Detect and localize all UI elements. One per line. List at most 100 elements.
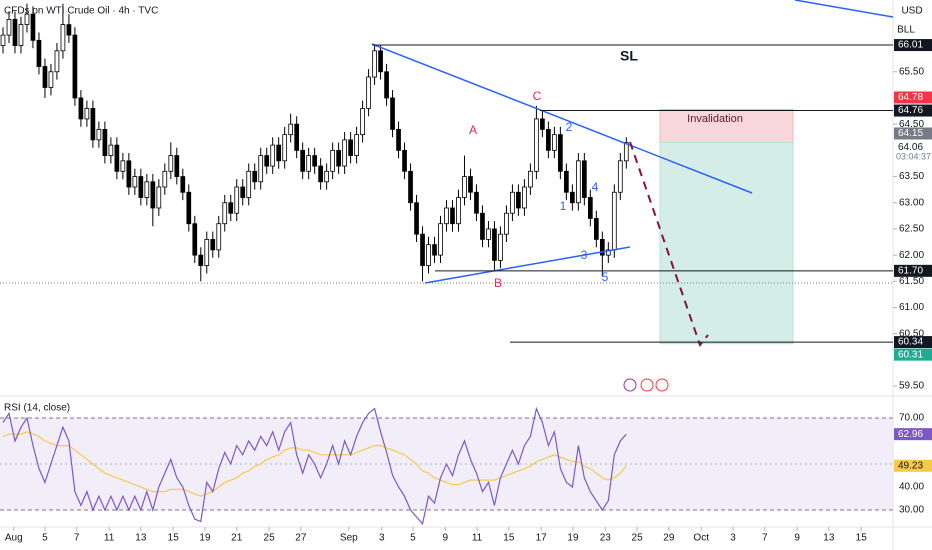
wave-2: 2 [566,120,573,134]
unit: BLL [897,25,915,36]
candle-body [486,228,491,240]
projection-path [629,141,709,348]
zones [659,108,794,345]
candle-body [120,160,126,172]
candle-body [150,181,156,209]
candle-body [12,18,18,46]
x-tick-label: 19 [199,533,211,544]
icon[interactable] [640,378,654,392]
candle-body [522,186,527,209]
rsi-tick-label: 30.00 [899,505,924,516]
currency: USD [901,6,922,17]
candle-body [72,34,78,99]
rsi-ma-label-box [894,459,932,472]
candle-body [48,71,54,88]
price-label-box [894,127,932,140]
candle-body [623,142,629,162]
x-tick-label: 13 [823,533,835,544]
y-tick-label: 65.50 [899,66,924,77]
candle-body [282,134,288,162]
x-tick-label: 7 [762,533,768,544]
candle-body [360,108,365,136]
y-tick-label: 62.50 [899,224,924,235]
candle-body [420,233,425,267]
candle-body [168,155,174,172]
candle-body [366,76,371,109]
candle-body [605,249,611,256]
candle-body [222,202,228,225]
candle-body [516,191,521,209]
candle-body [198,254,204,267]
candle-body [144,181,150,198]
candle-body [498,233,503,261]
candle-body [450,207,455,225]
x-tick-label: Oct [693,533,709,544]
candle-body [60,24,66,52]
candle-body [270,144,276,167]
candle-body [96,128,102,141]
y-tick-label: 61.00 [899,302,924,313]
wave-5: 5 [602,270,609,284]
event-icons [623,378,669,392]
candle-body [126,160,132,188]
price-label: 61.70 [898,265,923,276]
x-tick-label: 5 [42,533,48,544]
rsi-ma-label: 49.23 [898,460,923,471]
x-tick-label: 13 [135,533,147,544]
candle-body [30,13,36,41]
rsi-line-label: 62.96 [898,429,923,440]
candle-body [558,134,563,172]
price-label: 64.15 [898,128,923,139]
wave-3: 3 [581,248,588,262]
candle-body [378,50,383,73]
wave-1: 1 [560,199,567,213]
x-tick-label: 27 [295,533,307,544]
candle-body [210,239,216,251]
candle-body [318,165,323,183]
wave-a: A [469,123,477,137]
candle-body [228,202,234,214]
candle-body [216,223,222,251]
candle-body [18,24,24,46]
candle-body [587,197,593,219]
candle-body [396,128,401,151]
candle-body [581,160,587,198]
candle-body [372,50,377,78]
x-tick-label: 25 [264,533,276,544]
candle-body [552,134,557,151]
candle-body [24,13,30,26]
candle-body [617,160,623,193]
candle-body [276,144,282,162]
x-tick-label: 9 [443,533,449,544]
candle-body [402,149,407,172]
icon[interactable] [655,378,669,392]
price-label: 64.78 [898,92,923,103]
x-tick-label: 9 [794,533,800,544]
trendline-top [794,0,894,18]
candle-body [288,123,294,136]
rsi-tick-label: 40.00 [899,482,924,493]
candle-body [84,108,90,120]
candle-body [336,149,341,167]
candle-body [504,212,509,235]
candle-body [576,160,581,204]
candle-body [300,149,306,172]
price-label-box [894,264,932,277]
x-tick-label: 23 [600,533,612,544]
candle-body [174,155,180,177]
candle-body [330,149,335,172]
candle-body [180,176,186,193]
candle-body [0,34,6,46]
candle-body [599,239,605,256]
candle-body [444,207,449,225]
candle-body [252,170,258,183]
x-tick-label: 15 [503,533,515,544]
candle-body [546,128,551,151]
rsi-ma [2,431,627,497]
invalidation-label: Invalidation [687,113,743,125]
candle-body [426,244,431,267]
icon[interactable] [623,378,637,392]
candle-body [390,97,395,130]
x-tick-label: 15 [168,533,180,544]
x-tick-label: 19 [567,533,579,544]
